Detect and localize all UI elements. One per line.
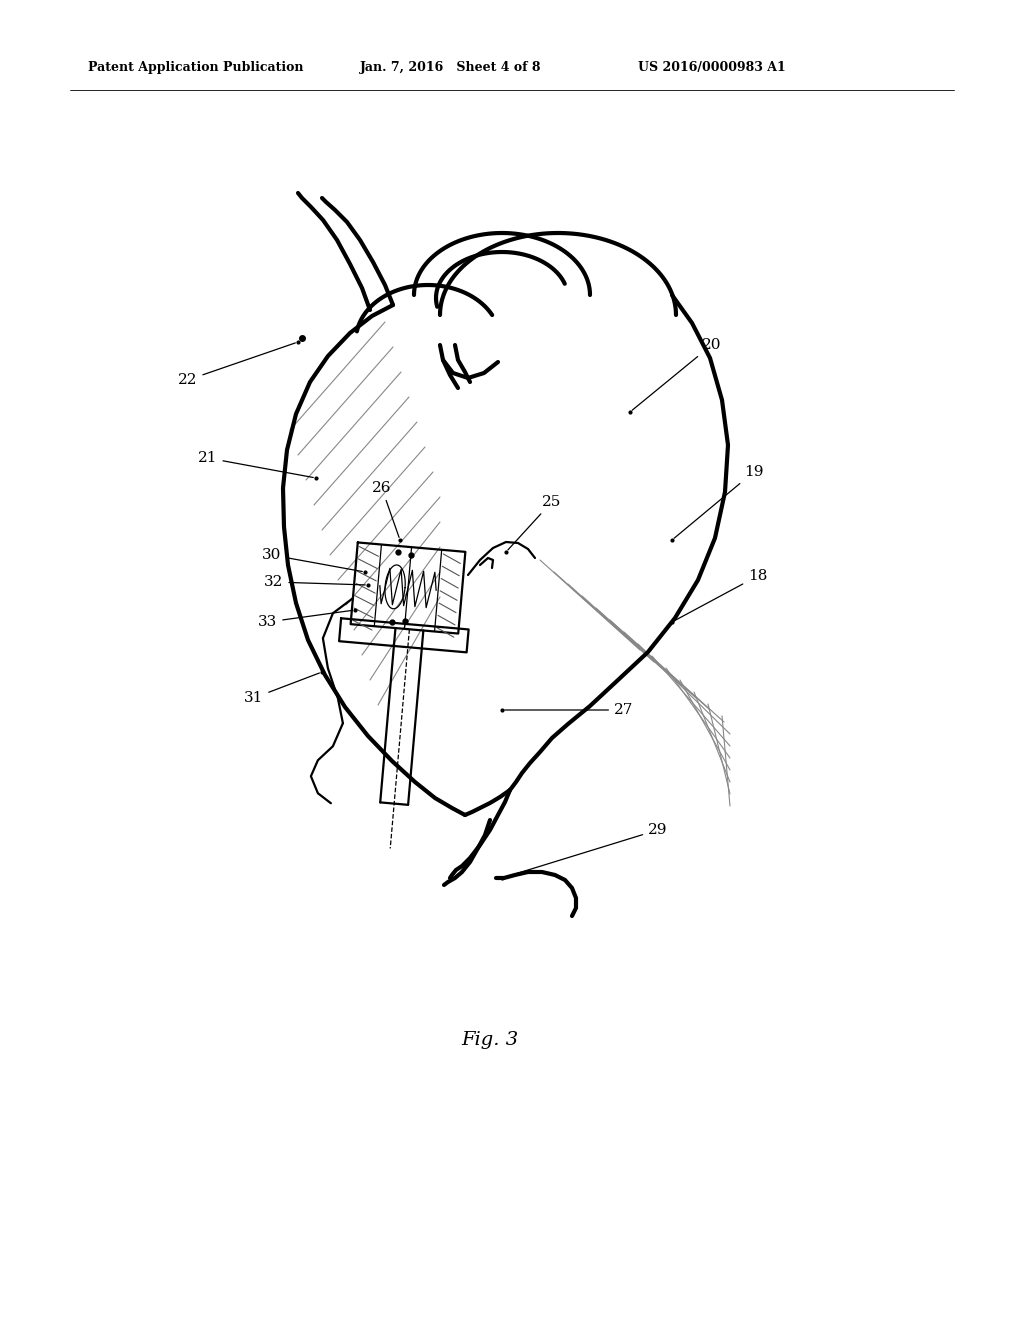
Text: 30: 30 (262, 548, 362, 572)
Text: Fig. 3: Fig. 3 (462, 1031, 518, 1049)
Text: 31: 31 (244, 673, 319, 705)
Text: US 2016/0000983 A1: US 2016/0000983 A1 (638, 62, 785, 74)
Text: 25: 25 (508, 495, 561, 550)
Text: 20: 20 (632, 338, 722, 411)
Text: 32: 32 (264, 576, 366, 589)
Text: 19: 19 (674, 465, 764, 539)
Text: 29: 29 (505, 822, 668, 878)
Text: Patent Application Publication: Patent Application Publication (88, 62, 303, 74)
Text: 18: 18 (675, 569, 767, 620)
Text: 21: 21 (198, 451, 313, 478)
Text: 27: 27 (505, 704, 634, 717)
Text: 33: 33 (258, 610, 352, 630)
Text: 22: 22 (178, 343, 295, 387)
Text: Jan. 7, 2016   Sheet 4 of 8: Jan. 7, 2016 Sheet 4 of 8 (360, 62, 542, 74)
Text: 26: 26 (372, 480, 399, 537)
